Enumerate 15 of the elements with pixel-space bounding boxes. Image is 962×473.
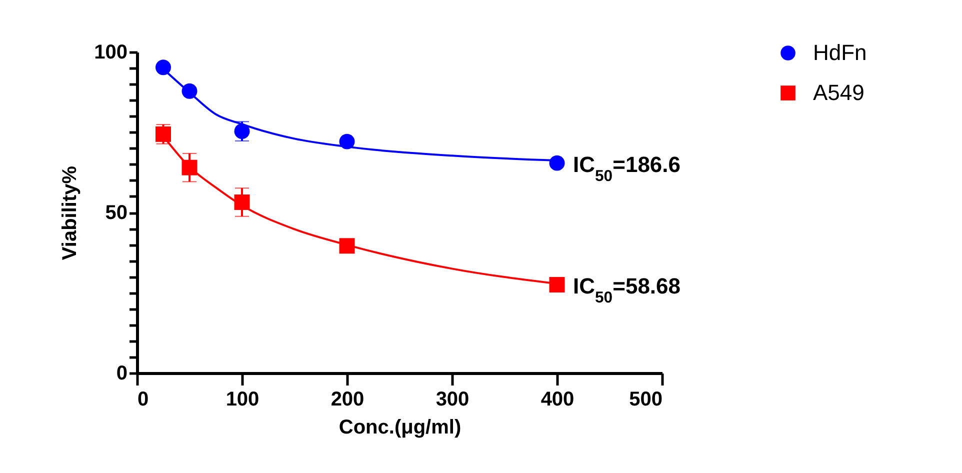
x-tick-label: 400 xyxy=(540,388,574,410)
legend-label: A549 xyxy=(813,80,864,105)
x-tick-label: 500 xyxy=(629,388,662,410)
x-tick-label: 300 xyxy=(436,388,470,410)
x-tick-label: 100 xyxy=(226,388,260,410)
x-axis-title: Conc.(μg/ml) xyxy=(338,416,462,438)
legend-label: HdFn xyxy=(813,40,867,65)
annotation: IC$_{50}$=186.6 xyxy=(573,152,681,185)
x-tick-label: 0 xyxy=(138,388,149,410)
y-tick-label: 100 xyxy=(94,42,128,64)
annotation: IC$_{50}$=58.68 xyxy=(573,274,681,306)
y-tick-label: 0 xyxy=(116,362,128,384)
x-tick-label: 200 xyxy=(330,388,364,410)
y-axis-title: Viability% xyxy=(59,166,82,260)
y-tick-label: 50 xyxy=(105,202,128,224)
